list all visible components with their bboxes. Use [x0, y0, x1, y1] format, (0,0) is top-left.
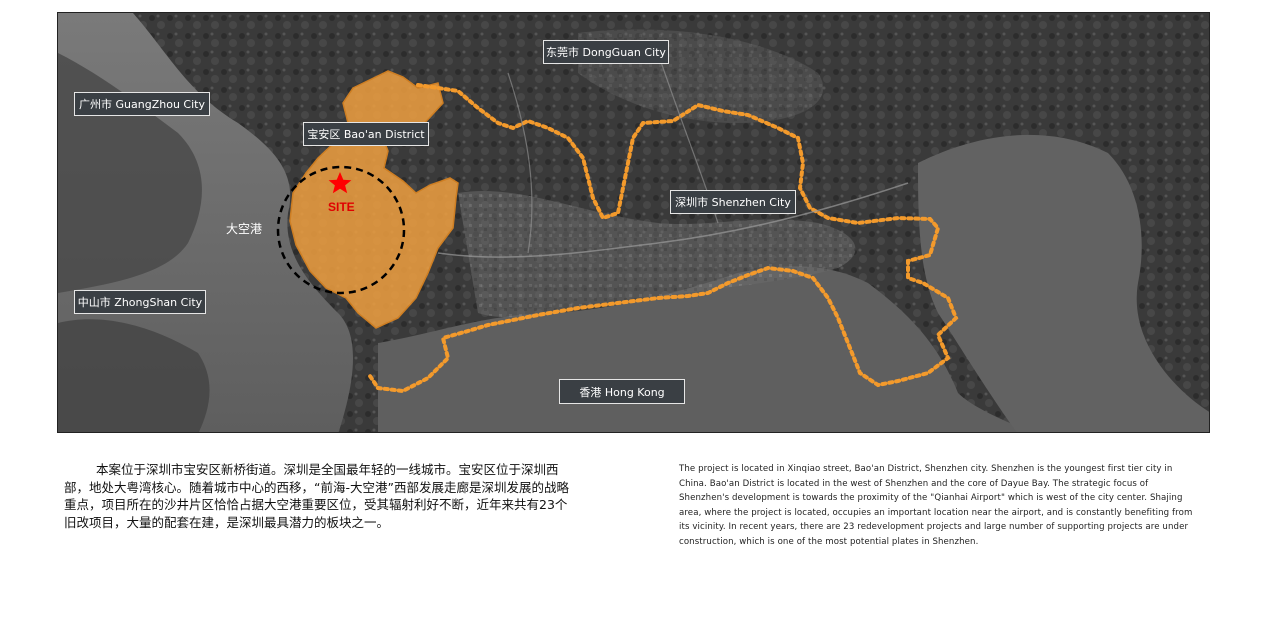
shenzhen-boundary: [366, 83, 959, 394]
label-zhongshan: 中山市 ZhongShan City: [74, 290, 206, 314]
label-dongguan: 东莞市 DongGuan City: [543, 40, 669, 64]
map-graphics: [58, 13, 1209, 432]
south-sea: [378, 266, 1033, 432]
zhongshan-land: [58, 319, 210, 432]
road-1: [437, 182, 909, 258]
site-label: SITE: [328, 200, 355, 214]
site-star-icon: [328, 172, 352, 194]
label-guangzhou: 广州市 GuangZhou City: [74, 92, 210, 116]
site-circle: [276, 165, 406, 295]
east-bay: [918, 134, 1209, 432]
urban-shenzhen: [458, 190, 856, 318]
description-english: The project is located in Xinqiao street…: [679, 464, 1193, 547]
label-hongkong: 香港 Hong Kong: [559, 379, 685, 404]
road-2: [507, 72, 533, 254]
label-shenzhen: 深圳市 Shenzhen City: [670, 190, 796, 214]
label-baoan: 宝安区 Bao'an District: [303, 122, 429, 146]
bay-label: 大空港: [226, 222, 263, 236]
description-chinese: 本案位于深圳市宝安区新桥街道。深圳是全国最年轻的一线城市。宝安区位于深圳西部，地…: [64, 462, 569, 530]
satellite-map[interactable]: SITE 大空港 广州市 GuangZhou City 东莞市 DongGuan…: [57, 12, 1210, 433]
